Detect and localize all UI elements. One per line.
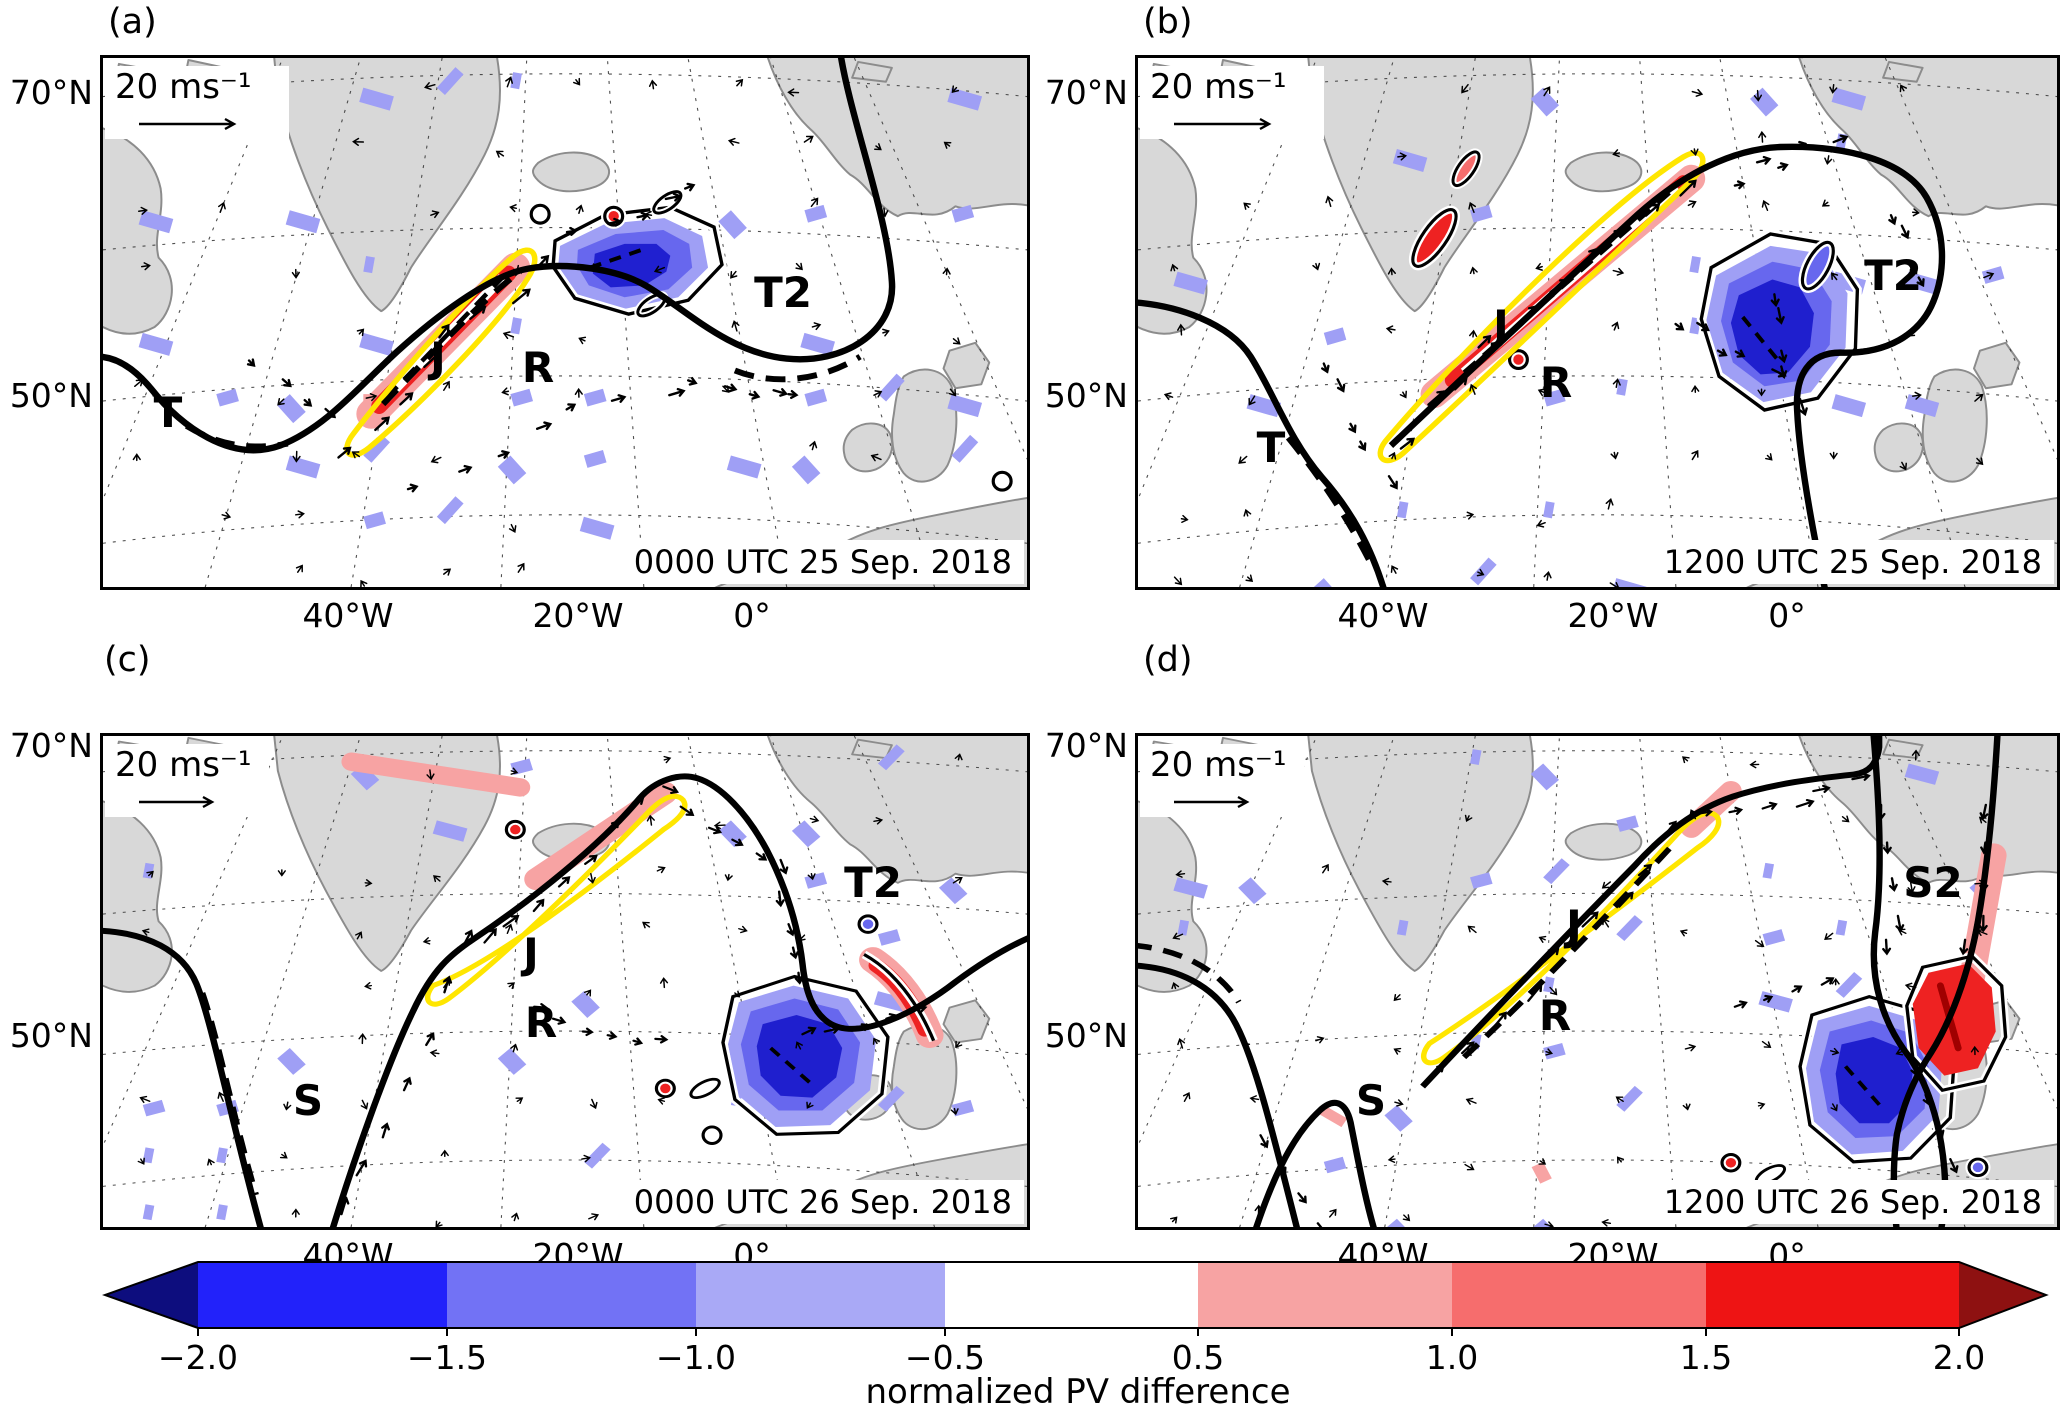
wind-reference-arrow-icon bbox=[1174, 118, 1272, 131]
tropopause-contour-dashed bbox=[1285, 435, 1376, 570]
colorbar-over-arrow bbox=[1959, 1262, 2046, 1328]
wind-reference-arrow-icon bbox=[139, 796, 215, 809]
marker-ridge-R: R bbox=[1538, 991, 1572, 1040]
jet-axis-contour bbox=[344, 247, 538, 458]
marker-ridge-R: R bbox=[524, 998, 558, 1047]
wind-reference-box: 20 ms⁻¹ bbox=[1140, 66, 1324, 140]
jet-axis-contour bbox=[425, 793, 688, 1007]
ytick-50N-a: 50°N bbox=[9, 376, 93, 415]
marker-trough-T: T bbox=[1256, 423, 1286, 472]
pv-negative-core bbox=[1835, 1037, 1913, 1124]
marker-ridge-S2: S2 bbox=[1903, 858, 1963, 907]
marker-trough-T2: T2 bbox=[844, 858, 902, 907]
wind-reference-box: 20 ms⁻¹ bbox=[105, 744, 269, 818]
colorbar-tick: 2.0 bbox=[1932, 1338, 1986, 1377]
anomaly-contour bbox=[1699, 232, 1860, 412]
pv-negative-core bbox=[592, 243, 671, 288]
ytick-70N-b: 70°N bbox=[1044, 73, 1128, 112]
map-b-canvas bbox=[1138, 58, 2057, 587]
pv-negative-core bbox=[1730, 279, 1814, 375]
marker-trough-T: T bbox=[153, 388, 183, 437]
xtick-20W-b: 20°W bbox=[1567, 596, 1659, 635]
colorbar bbox=[102, 1261, 2049, 1336]
xtick-0-b: 0° bbox=[1768, 596, 1806, 635]
tropopause-contour-dashed bbox=[199, 992, 259, 1196]
colorbar-tick: −2.0 bbox=[157, 1338, 239, 1377]
anomaly-contour bbox=[721, 974, 890, 1136]
colorbar-tick: 1.5 bbox=[1679, 1338, 1733, 1377]
colorbar-tick: −0.5 bbox=[904, 1338, 986, 1377]
map-c-canvas bbox=[103, 736, 1027, 1227]
wind-reference-label: 20 ms⁻¹ bbox=[1150, 67, 1287, 107]
marker-ridge-R: R bbox=[521, 343, 555, 392]
panel-c-map: 20 ms⁻¹ 0000 UTC 26 Sep. 2018 S J R T2 bbox=[100, 733, 1030, 1230]
marker-trough-T2: T2 bbox=[754, 268, 812, 317]
ytick-50N-d: 50°N bbox=[1044, 1016, 1128, 1055]
panel-label-c: (c) bbox=[104, 640, 151, 680]
panel-label-b: (b) bbox=[1143, 2, 1193, 42]
wind-reference-label: 20 ms⁻¹ bbox=[115, 67, 252, 107]
anomaly-contour bbox=[1798, 995, 1956, 1164]
wind-reference-label: 20 ms⁻¹ bbox=[115, 745, 252, 785]
ytick-70N-c: 70°N bbox=[9, 726, 93, 765]
tropopause-contour-dashed bbox=[381, 269, 523, 407]
marker-jet-J: J bbox=[523, 929, 539, 978]
panel-label-a: (a) bbox=[108, 2, 157, 42]
colorbar-title: normalized PV difference bbox=[865, 1372, 1291, 1412]
ytick-50N-c: 50°N bbox=[9, 1016, 93, 1055]
tropopause-contour bbox=[1138, 962, 1300, 1227]
colorbar-tick: −1.5 bbox=[406, 1338, 488, 1377]
panel-a-map: 20 ms⁻¹ 0000 UTC 25 Sep. 2018 T J R T2 bbox=[100, 55, 1030, 590]
timestamp-c: 0000 UTC 26 Sep. 2018 bbox=[621, 1180, 1024, 1224]
marker-jet-J: J bbox=[430, 333, 446, 382]
xtick-40W-b: 40°W bbox=[1337, 596, 1429, 635]
colorbar-tick: 1.0 bbox=[1425, 1338, 1479, 1377]
wind-reference-arrow-icon bbox=[1174, 796, 1250, 809]
map-d-canvas bbox=[1138, 736, 2057, 1227]
ytick-70N-a: 70°N bbox=[9, 73, 93, 112]
marker-jet-J: J bbox=[1566, 901, 1582, 950]
xtick-40W-a: 40°W bbox=[302, 596, 394, 635]
panel-d-map: 20 ms⁻¹ 1200 UTC 26 Sep. 2018 S J R S2 bbox=[1135, 733, 2060, 1230]
marker-ridge-R: R bbox=[1539, 358, 1573, 407]
timestamp-d: 1200 UTC 26 Sep. 2018 bbox=[1651, 1180, 2054, 1224]
pv-negative-core bbox=[756, 1014, 843, 1098]
panel-b-map: 20 ms⁻¹ 1200 UTC 25 Sep. 2018 T J R T2 bbox=[1135, 55, 2060, 590]
xtick-0-a: 0° bbox=[733, 596, 771, 635]
xtick-20W-a: 20°W bbox=[532, 596, 624, 635]
tropopause-contour bbox=[1138, 299, 1387, 587]
marker-trough-S: S bbox=[1355, 1076, 1387, 1125]
wind-reference-label: 20 ms⁻¹ bbox=[1150, 745, 1287, 785]
wind-reference-box: 20 ms⁻¹ bbox=[1140, 744, 1304, 818]
map-a-canvas bbox=[103, 58, 1027, 587]
timestamp-a: 0000 UTC 25 Sep. 2018 bbox=[621, 540, 1024, 584]
anomaly-contour bbox=[551, 205, 724, 316]
timestamp-b: 1200 UTC 25 Sep. 2018 bbox=[1651, 540, 2054, 584]
ytick-70N-d: 70°N bbox=[1044, 726, 1128, 765]
marker-trough-S: S bbox=[292, 1076, 324, 1125]
marker-trough-T2: T2 bbox=[1864, 251, 1922, 300]
wind-reference-box: 20 ms⁻¹ bbox=[105, 66, 289, 140]
colorbar-tick: −1.0 bbox=[655, 1338, 737, 1377]
colorbar-under-arrow bbox=[105, 1262, 198, 1328]
panel-label-d: (d) bbox=[1143, 640, 1193, 680]
ytick-50N-b: 50°N bbox=[1044, 376, 1128, 415]
marker-jet-J: J bbox=[1493, 301, 1509, 350]
wind-reference-arrow-icon bbox=[139, 118, 237, 131]
tropopause-contour-dashed bbox=[1138, 943, 1242, 1004]
colorbar-tick: 0.5 bbox=[1171, 1338, 1225, 1377]
